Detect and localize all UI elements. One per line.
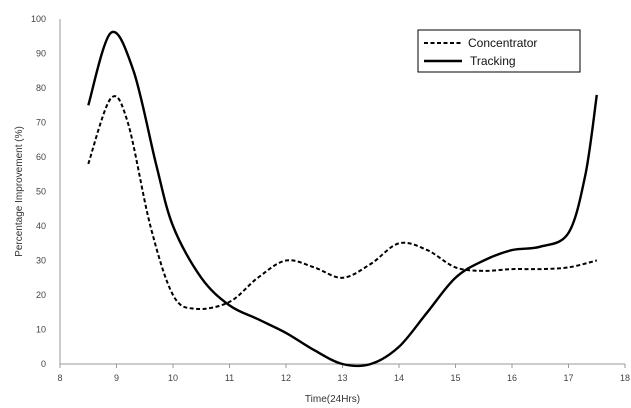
legend-label-concentrator: Concentrator: [468, 36, 537, 50]
x-tick-label: 8: [57, 373, 62, 383]
x-tick-label: 18: [620, 373, 630, 383]
y-tick-label: 90: [36, 49, 46, 59]
y-tick-label: 50: [36, 187, 46, 197]
y-tick-label: 0: [41, 359, 46, 369]
y-tick-label: 100: [31, 14, 46, 24]
x-tick-label: 17: [563, 373, 573, 383]
x-tick-label: 11: [225, 373, 234, 383]
x-tick-label: 14: [394, 373, 404, 383]
y-tick-label: 70: [36, 118, 46, 128]
y-tick-label: 30: [36, 256, 46, 266]
x-tick-label: 12: [281, 373, 291, 383]
x-tick-label: 16: [507, 373, 517, 383]
series-line-concentrator: [87, 95, 598, 311]
y-tick-label: 10: [36, 325, 46, 335]
y-tick-label: 60: [36, 152, 46, 162]
y-tick-label: 80: [36, 83, 46, 93]
legend-box: [417, 29, 581, 73]
x-axis-label: Time(24Hrs): [305, 394, 360, 405]
y-tick-label: 40: [36, 221, 46, 231]
series-line-tracking: [87, 30, 598, 368]
legend-label-tracking: Tracking: [470, 54, 516, 68]
y-tick-label: 20: [36, 290, 46, 300]
x-tick-label: 15: [450, 373, 460, 383]
y-tick-labels: 0 10 20 30 40 50 60 70 80 90 100: [31, 14, 46, 369]
x-tick-label: 10: [168, 373, 178, 383]
y-axis-label: Percentage Improvement (%): [14, 126, 25, 257]
x-tick-label: 13: [337, 373, 347, 383]
legend: Concentrator Tracking: [417, 29, 581, 73]
x-tick-labels: 8 9 10 11 12 13 14 15 16 17 18: [57, 364, 630, 383]
x-tick-label: 9: [114, 373, 119, 383]
series-layer: [87, 30, 598, 368]
